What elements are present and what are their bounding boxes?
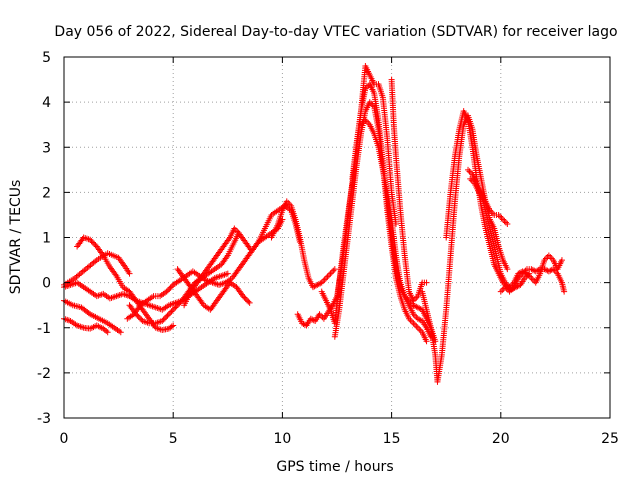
data-point [167, 309, 174, 316]
data-point [561, 288, 568, 295]
x-tick-label: 25 [601, 431, 619, 447]
data-point [159, 317, 166, 324]
series-track-1 [61, 315, 111, 336]
y-tick-label: 3 [42, 140, 51, 156]
y-tick-label: 4 [42, 95, 51, 111]
data-point [88, 238, 95, 245]
data-point [91, 240, 98, 247]
data-point [548, 266, 555, 273]
data-point [104, 329, 111, 336]
series-track-2 [61, 297, 124, 336]
data-point [241, 294, 248, 301]
data-point [168, 323, 175, 330]
data-point [167, 284, 174, 291]
data-point [240, 293, 247, 300]
data-point [171, 305, 178, 312]
data-point [310, 317, 317, 324]
chart-title: Day 056 of 2022, Sidereal Day-to-day VTE… [54, 24, 617, 40]
y-tick-label: 0 [42, 276, 51, 292]
data-point [135, 313, 142, 320]
data-point [126, 270, 133, 277]
data-point [224, 270, 231, 277]
data-point [504, 266, 511, 273]
series-track-14 [349, 63, 399, 227]
data-point [246, 299, 253, 306]
y-tick-label: -1 [37, 321, 51, 337]
data-point [331, 266, 338, 273]
data-point [137, 315, 144, 322]
axis-ticks: 0 5 10 15 20 25 -3 -2 -1 0 1 2 3 4 5 [37, 50, 619, 447]
series-track-16 [388, 76, 430, 304]
y-tick-label: 1 [42, 231, 51, 247]
y-tick-label: -3 [37, 411, 51, 427]
series-track-10 [268, 198, 338, 291]
data-point [423, 338, 430, 345]
data-point [245, 298, 252, 305]
data-point [242, 295, 249, 302]
data-point [168, 308, 175, 315]
data-point [170, 322, 177, 329]
x-tick-label: 10 [273, 431, 291, 447]
series-track-15 [358, 117, 439, 345]
data-point [172, 304, 179, 311]
y-axis-label: SDTVAR / TECUs [8, 180, 24, 295]
data-point [169, 307, 176, 314]
x-axis-label: GPS time / hours [276, 459, 393, 475]
data-point [504, 220, 511, 227]
data-point [164, 287, 171, 294]
data-point [535, 266, 542, 273]
data-point [175, 301, 182, 308]
x-tick-label: 5 [169, 431, 178, 447]
data-point [160, 316, 167, 323]
y-tick-label: -2 [37, 366, 51, 382]
data-point [423, 279, 430, 286]
data-point [301, 321, 308, 328]
series-track-21 [497, 266, 568, 295]
data-point [161, 315, 168, 322]
y-tick-label: 5 [42, 50, 51, 66]
x-tick-label: 0 [60, 431, 69, 447]
data-point [164, 312, 171, 319]
x-tick-label: 15 [383, 431, 401, 447]
data-point [103, 328, 110, 335]
data-point [85, 310, 92, 317]
data-point [166, 285, 173, 292]
data-point [176, 300, 183, 307]
data-point [87, 236, 94, 243]
data-point [165, 311, 172, 318]
data-point [117, 329, 124, 336]
data-point [558, 257, 565, 264]
data-point [163, 288, 170, 295]
data-point [89, 239, 96, 246]
x-tick-label: 20 [492, 431, 510, 447]
data-point [173, 303, 180, 310]
y-tick-label: 2 [42, 185, 51, 201]
data-point [163, 313, 170, 320]
data-point [244, 297, 251, 304]
series-track-5 [61, 270, 231, 313]
